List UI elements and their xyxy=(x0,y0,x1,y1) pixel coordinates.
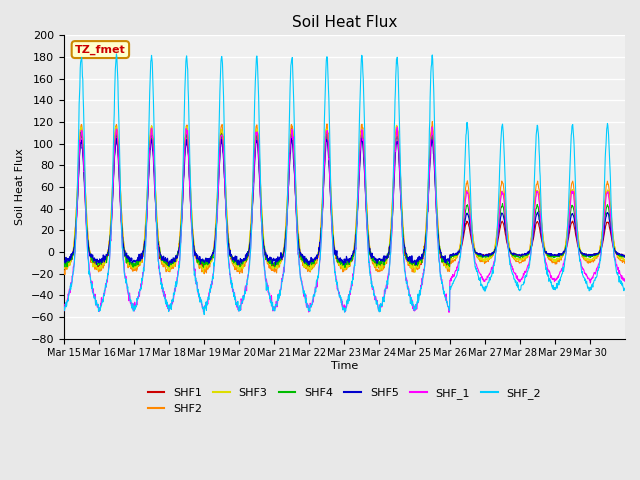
SHF_1 xyxy=(614,265,622,271)
SHF1 xyxy=(477,252,485,258)
SHF_2 xyxy=(560,268,568,274)
SHF2 xyxy=(330,240,338,246)
SHF2 xyxy=(60,267,68,273)
SHF_1 xyxy=(621,277,629,283)
SHF5 xyxy=(358,135,365,141)
SHF4 xyxy=(330,247,338,253)
SHF3 xyxy=(621,257,629,263)
SHF1 xyxy=(560,251,568,256)
SHF4 xyxy=(183,129,191,135)
SHF_2 xyxy=(148,56,156,62)
SHF3 xyxy=(614,254,622,260)
SHF_2 xyxy=(320,149,328,155)
SHF_1 xyxy=(319,201,327,206)
SHF1 xyxy=(614,251,622,257)
SHF3 xyxy=(477,256,485,262)
SHF_1 xyxy=(330,255,337,261)
SHF_2 xyxy=(477,281,485,287)
SHF2 xyxy=(319,175,327,180)
SHF3 xyxy=(148,123,156,129)
SHF3 xyxy=(319,177,327,183)
Line: SHF5: SHF5 xyxy=(64,138,625,265)
SHF5 xyxy=(330,244,338,250)
Y-axis label: Soil Heat Flux: Soil Heat Flux xyxy=(15,148,25,226)
SHF_2 xyxy=(621,285,629,291)
SHF_2 xyxy=(60,304,68,310)
SHF_2 xyxy=(200,312,208,317)
SHF_2 xyxy=(330,263,338,269)
SHF1 xyxy=(148,130,156,135)
SHF3 xyxy=(393,122,401,128)
SHF_1 xyxy=(477,273,485,279)
SHF2 xyxy=(61,272,68,277)
SHF4 xyxy=(319,187,327,192)
Line: SHF3: SHF3 xyxy=(64,125,625,272)
SHF3 xyxy=(60,264,68,270)
SHF4 xyxy=(477,253,485,259)
SHF4 xyxy=(341,264,349,270)
SHF5 xyxy=(477,251,485,257)
SHF2 xyxy=(614,256,622,262)
SHF_1 xyxy=(428,124,436,130)
SHF5 xyxy=(560,248,568,254)
SHF5 xyxy=(319,190,327,195)
SHF2 xyxy=(560,251,568,256)
SHF5 xyxy=(621,253,629,259)
SHF3 xyxy=(330,238,338,244)
SHF4 xyxy=(614,252,622,258)
SHF4 xyxy=(148,133,156,139)
Legend: SHF1, SHF2, SHF3, SHF4, SHF5, SHF_1, SHF_2: SHF1, SHF2, SHF3, SHF4, SHF5, SHF_1, SHF… xyxy=(143,384,546,418)
SHF5 xyxy=(60,257,68,263)
SHF4 xyxy=(60,260,68,266)
SHF2 xyxy=(428,119,436,124)
SHF2 xyxy=(148,123,156,129)
SHF_1 xyxy=(148,125,156,131)
Line: SHF2: SHF2 xyxy=(64,121,625,275)
SHF_1 xyxy=(560,261,568,267)
SHF4 xyxy=(560,251,568,256)
SHF1 xyxy=(320,176,328,182)
SHF5 xyxy=(148,137,156,143)
Line: SHF1: SHF1 xyxy=(64,129,625,270)
SHF_2 xyxy=(113,51,120,57)
SHF2 xyxy=(621,258,629,264)
X-axis label: Time: Time xyxy=(331,361,358,371)
Line: SHF_2: SHF_2 xyxy=(64,54,625,314)
SHF5 xyxy=(614,251,622,257)
SHF1 xyxy=(330,250,338,255)
SHF1 xyxy=(621,253,629,259)
Title: Soil Heat Flux: Soil Heat Flux xyxy=(292,15,397,30)
SHF1 xyxy=(304,267,312,273)
SHF5 xyxy=(165,263,173,268)
SHF1 xyxy=(60,262,68,268)
SHF2 xyxy=(477,258,485,264)
SHF1 xyxy=(288,126,296,132)
SHF4 xyxy=(621,253,629,259)
Text: TZ_fmet: TZ_fmet xyxy=(75,45,125,55)
SHF_2 xyxy=(614,274,622,279)
SHF_1 xyxy=(445,310,453,315)
SHF_1 xyxy=(60,306,68,312)
SHF3 xyxy=(560,250,568,255)
Line: SHF4: SHF4 xyxy=(64,132,625,267)
SHF3 xyxy=(200,269,207,275)
Line: SHF_1: SHF_1 xyxy=(64,127,625,312)
